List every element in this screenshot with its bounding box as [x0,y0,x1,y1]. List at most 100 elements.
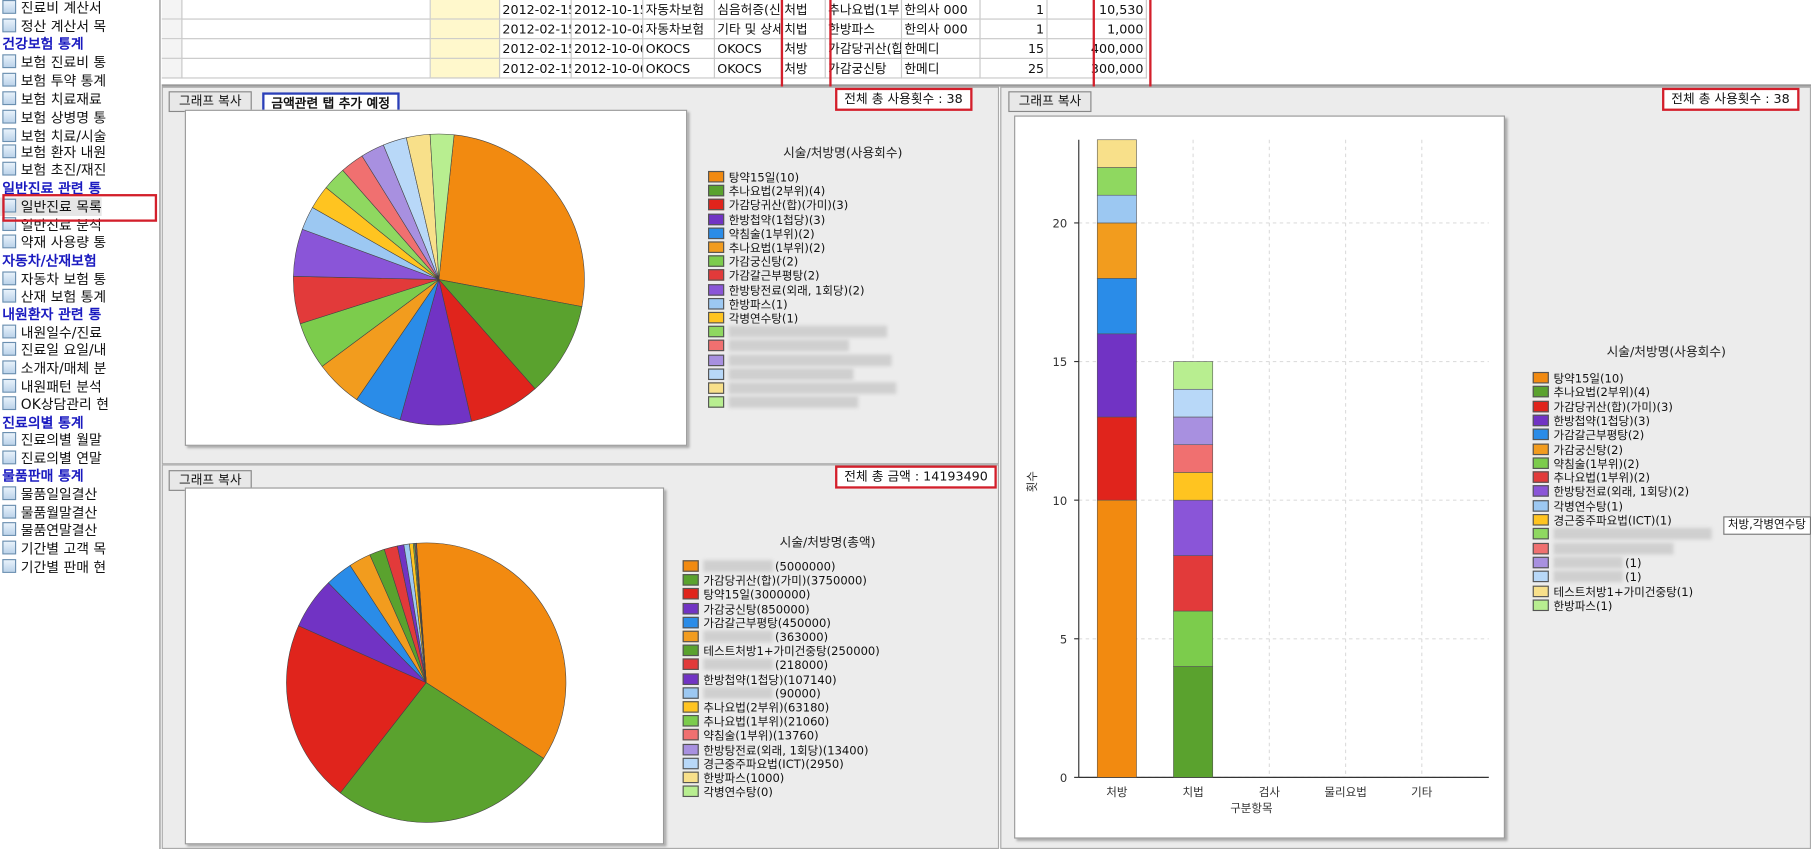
table-cell[interactable]: 심음허증(신 [714,0,782,20]
copy-graph-button[interactable]: 그래프 복사 [1008,91,1092,113]
y-tick-label: 15 [1053,355,1068,369]
legend-item: (363000) [682,630,828,645]
tree-item[interactable]: 내원일수/진료 [0,323,102,341]
table-cell[interactable]: 한메디 [902,39,981,59]
table-row[interactable]: 2012-02-15 2012-10-06 OKOCS OKOCS 처방 가감당귀산(합 한… [161,39,1811,59]
legend-swatch [708,241,725,253]
copy-graph-button[interactable]: 그래프 복사 [168,91,252,113]
legend-item: 약침술(1부위)(13760) [682,729,819,743]
legend-label: 한방탕전료(외래, 1회당)(2) [1553,486,1690,500]
table-cell[interactable]: 자동차보험 [643,0,715,20]
table-cell[interactable]: 처방 [781,39,826,59]
tree-item[interactable]: 자동차 보험 통 [0,270,106,288]
table-cell[interactable]: 한의사 000 [902,0,981,20]
table-cell[interactable]: 처법 [781,0,826,20]
tree-section-header[interactable]: 일반진료 관련 통 [0,179,101,197]
tree-item[interactable]: 기간별 고객 목 [0,539,106,557]
table-cell[interactable]: 400,000 [1047,39,1147,59]
tree-item[interactable]: 산재 보험 통계 [0,288,106,306]
tree-label: 보험 초진/재진 [20,161,107,178]
table-cell[interactable]: 추나요법(1부 [825,0,903,20]
legend-item [1532,542,1674,556]
tree-item[interactable]: OK상담관리 현 [0,395,109,413]
table-row[interactable]: 2012-02-15 2012-10-06 OKOCS OKOCS 처방 가감궁신탕 한메디… [161,58,1811,79]
tree-item[interactable]: 기간별 판매 현 [0,558,106,576]
tree-item-icon [2,396,17,411]
row-header-cell[interactable] [161,0,183,20]
tree-section-header[interactable]: 건강보험 통계 [0,35,83,53]
legend-label: 각병연수탕(0) [703,786,773,800]
tree-item[interactable]: 보험 상병명 통 [0,109,106,127]
tree-item[interactable]: 소개자/매체 분 [0,359,106,377]
table-cell[interactable]: 자동차보험 [643,19,715,40]
tree-item-icon [2,522,17,536]
tree-item[interactable]: 내원패턴 분석 [0,378,102,396]
bar-segment [1096,167,1137,196]
table-row[interactable]: 2012-02-15 2012-10-15 자동차보험 심음허증(신 처법 추나요법(1부… [161,0,1811,20]
copy-graph-button[interactable]: 그래프 복사 [168,470,252,491]
table-cell[interactable]: OKOCS [643,39,715,59]
tree-item[interactable]: 진료비 계산서 [0,0,102,17]
table-cell[interactable]: OKOCS [714,39,782,59]
tree-section-header[interactable]: 자동차/산재보험 [0,252,96,270]
tree-item[interactable]: 보험 환자 내원 [0,143,106,161]
table-cell[interactable]: 1,000 [1047,19,1147,40]
table-cell[interactable]: 15 [980,39,1048,59]
table-cell[interactable]: 기타 및 상세 [714,19,782,40]
row-header-cell[interactable] [161,58,183,79]
tree-item[interactable]: 보험 진료비 통 [0,53,106,71]
records-table[interactable]: 2012-02-15 2012-10-15 자동차보험 심음허증(신 처법 추나요법(1부… [161,0,1811,87]
tree-label: 약재 사용량 통 [20,234,107,251]
table-cell[interactable]: 2012-02-15 [500,39,572,59]
x-tick-label: 처방 [1106,785,1128,799]
table-cell[interactable]: 가감궁신탕 [825,58,903,79]
tree-label: 일반진료 관련 통 [2,180,102,197]
tree-item[interactable]: 보험 치료재료 [0,90,102,108]
table-cell[interactable]: 한메디 [902,58,981,79]
table-row[interactable]: 2012-02-15 2012-10-08 자동차보험 기타 및 상세 치법 한방파스 한의… [161,19,1811,40]
table-cell[interactable]: 2012-02-15 [500,58,572,79]
tree-item[interactable]: 일반진료 목록 [0,197,102,217]
stacked-bar-chart: 0 5 10 15 20 처방 치법 검사 물리요법 기타 구분항목 횟수 [1014,115,1505,839]
legend-label: 한방파스(1000) [703,772,785,786]
row-header-cell[interactable] [161,19,183,40]
table-cell[interactable]: 2012-02-15 [500,0,572,20]
navigation-tree[interactable]: 진료비 계산서 정산 계산서 목 건강보험 통계 보험 진료비 통 보험 투약 통계 보험… [0,0,161,849]
tree-item[interactable]: 약재 사용량 통 [0,233,106,251]
table-cell[interactable]: OKOCS [714,58,782,79]
tree-item[interactable]: 진료일 요일/내 [0,341,106,359]
row-header-cell[interactable] [161,39,183,59]
legend-label: 가감갈근부평탕(450000) [703,617,831,631]
tree-item-icon [2,18,17,33]
tree-item[interactable]: 물품월말결산 [0,504,97,522]
tree-item[interactable]: 진료의별 월말 [0,431,102,449]
table-cell[interactable]: 300,000 [1047,58,1147,79]
tree-item[interactable]: 물품일일결산 [0,485,97,503]
table-cell[interactable]: 2012-02-15 [500,19,572,40]
tree-item[interactable]: 물품연말결산 [0,521,97,539]
tree-section-header[interactable]: 진료의별 통계 [0,414,83,432]
legend-label: 경근중주파요법(ICT)(1) [1553,515,1672,528]
table-cell[interactable]: OKOCS [643,58,715,79]
tree-section-header[interactable]: 물품판매 통계 [0,467,83,485]
table-cell[interactable]: 2012-10-06 [571,39,644,59]
table-cell[interactable]: 25 [980,58,1048,79]
table-cell[interactable]: 처방 [781,58,826,79]
table-cell[interactable]: 한의사 000 [902,19,981,40]
table-cell[interactable]: 1 [980,19,1048,40]
bar-segment [1096,416,1137,501]
table-cell[interactable]: 치법 [781,19,826,40]
table-cell[interactable]: 10,530 [1047,0,1147,20]
table-cell[interactable]: 가감당귀산(합 [825,39,903,59]
tree-item[interactable]: 보험 투약 통계 [0,72,106,90]
table-cell[interactable]: 한방파스 [825,19,903,40]
tree-item[interactable]: 정산 계산서 목 [0,17,106,35]
tree-item[interactable]: 진료의별 연말 [0,449,102,467]
table-cell[interactable]: 1 [980,0,1048,20]
table-cell[interactable]: 2012-10-08 [571,19,644,40]
table-cell[interactable]: 2012-10-15 [571,0,644,20]
tree-item[interactable]: 보험 치료/시술 [0,127,106,145]
tree-item[interactable]: 보험 초진/재진 [0,161,106,179]
tree-section-header[interactable]: 내원환자 관련 통 [0,305,101,323]
table-cell[interactable]: 2012-10-06 [571,58,644,79]
